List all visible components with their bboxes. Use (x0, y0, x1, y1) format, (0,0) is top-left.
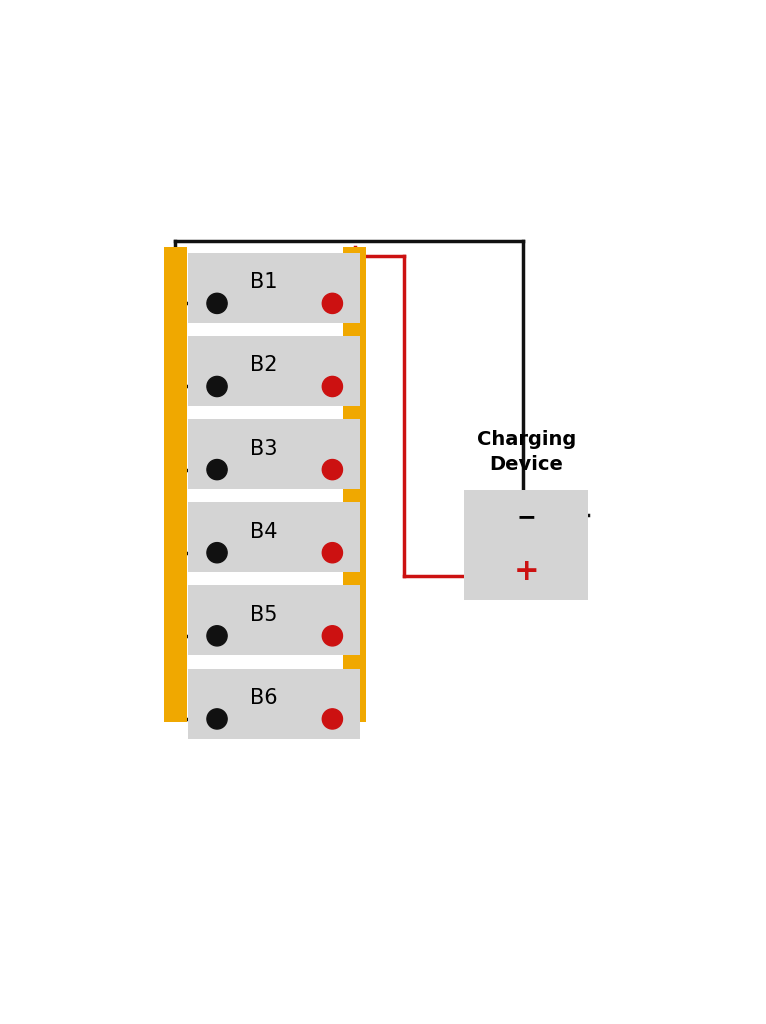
Circle shape (207, 626, 228, 646)
Circle shape (207, 293, 228, 313)
Text: B2: B2 (250, 355, 277, 376)
Circle shape (207, 460, 228, 479)
Text: B1: B1 (250, 272, 277, 293)
Circle shape (322, 543, 342, 563)
Circle shape (322, 626, 342, 646)
Text: −: − (516, 505, 536, 528)
Circle shape (322, 709, 342, 729)
Text: B4: B4 (250, 521, 277, 542)
Text: B5: B5 (250, 605, 277, 625)
Bar (343, 247, 366, 722)
Bar (188, 419, 360, 489)
Text: +: + (513, 557, 539, 586)
Circle shape (322, 377, 342, 396)
Bar (188, 253, 360, 323)
Circle shape (207, 709, 228, 729)
Bar (188, 586, 360, 655)
Bar (188, 336, 360, 407)
Bar (188, 503, 360, 572)
Circle shape (322, 460, 342, 479)
Circle shape (322, 293, 342, 313)
Circle shape (207, 377, 228, 396)
Text: B3: B3 (250, 438, 277, 459)
Bar (164, 247, 187, 722)
Bar (188, 669, 360, 738)
Bar (464, 490, 588, 600)
Circle shape (207, 543, 228, 563)
Text: Charging
Device: Charging Device (476, 430, 576, 474)
Text: B6: B6 (250, 688, 277, 708)
